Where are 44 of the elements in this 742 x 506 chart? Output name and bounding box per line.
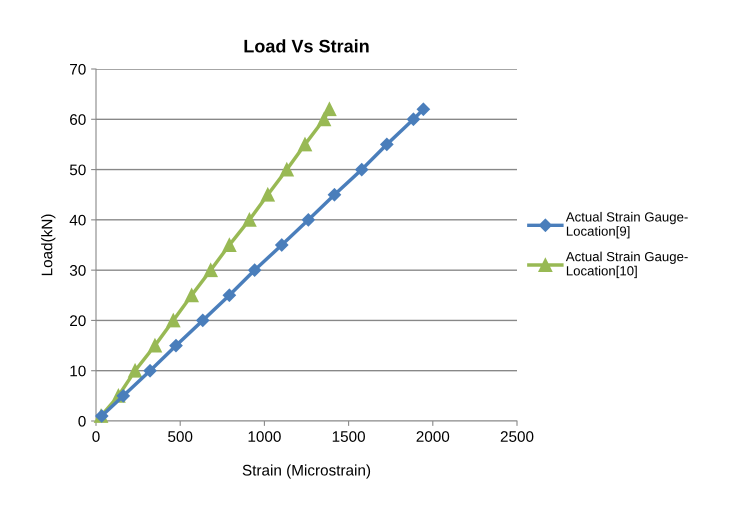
point	[184, 288, 199, 302]
point	[242, 212, 256, 227]
x-tick-label: 0	[92, 431, 100, 442]
point	[116, 389, 130, 402]
chart-title: Load Vs Strain	[244, 39, 369, 53]
y-tick-label: 70	[70, 64, 86, 75]
legend-label: Actual Strain Gauge-Location[9]	[566, 212, 688, 238]
point	[260, 188, 275, 202]
point	[355, 162, 368, 176]
point	[302, 213, 315, 226]
y-tick-label: 10	[70, 366, 86, 376]
y-axis-title: Load(kN)	[41, 214, 56, 276]
point	[148, 338, 162, 353]
y-tick-label: 0	[78, 416, 86, 427]
point	[166, 313, 180, 328]
point	[143, 364, 157, 378]
point	[317, 112, 331, 126]
x-tick-label: 1500	[332, 431, 365, 442]
y-tick-label: 30	[70, 265, 86, 276]
point	[380, 138, 394, 152]
y-tick-label: 40	[70, 214, 86, 226]
x-axis-title: Strain (Microstrain)	[242, 464, 370, 479]
point	[275, 238, 288, 252]
point	[248, 264, 262, 277]
point	[406, 112, 420, 126]
y-tick-label: 60	[70, 114, 86, 125]
x-tick-label: 2500	[500, 431, 534, 442]
point	[222, 288, 236, 302]
y-tick-label: 20	[70, 315, 86, 326]
x-tick-label: 500	[168, 431, 192, 442]
point	[416, 102, 430, 116]
legend-label: Actual Strain Gauge-Location[10]	[566, 252, 688, 278]
point	[280, 162, 294, 177]
point	[322, 102, 336, 116]
point	[128, 364, 142, 378]
point	[328, 188, 342, 202]
y-tick-label: 50	[70, 164, 86, 176]
point	[204, 263, 218, 278]
x-tick-label: 2000	[416, 431, 450, 442]
point	[298, 137, 312, 152]
x-tick-label: 1000	[248, 431, 281, 442]
point	[169, 338, 183, 352]
point	[222, 238, 236, 252]
point	[196, 314, 210, 328]
